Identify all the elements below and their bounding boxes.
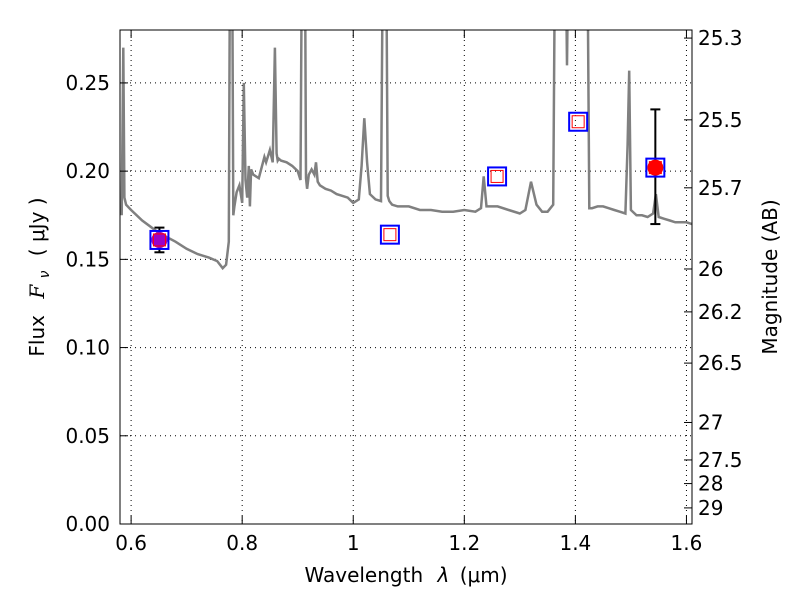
observed-point bbox=[647, 159, 664, 176]
x-axis-title-symbol: λ bbox=[437, 563, 450, 587]
model-point-inner bbox=[648, 161, 662, 175]
y-tick-label: 0.20 bbox=[65, 159, 110, 183]
x-tick-label: 1.2 bbox=[448, 531, 480, 555]
model-point-outer bbox=[487, 166, 508, 187]
mag-tick-label: 28 bbox=[698, 472, 723, 496]
mag-tick-label: 26.2 bbox=[698, 300, 743, 324]
x-tick-label: 1 bbox=[347, 531, 360, 555]
model-point-inner bbox=[571, 115, 585, 129]
model-point-outer bbox=[568, 111, 589, 132]
mag-tick-label: 26.5 bbox=[698, 351, 743, 375]
mag-tick-label: 27 bbox=[698, 410, 723, 434]
observed-point bbox=[151, 231, 168, 248]
mag-tick-label: 25.3 bbox=[698, 26, 743, 50]
y-axis-title-prefix: Flux bbox=[25, 315, 49, 357]
model-point-inner bbox=[152, 233, 166, 247]
marker-layer bbox=[149, 108, 666, 254]
x-tick-label: 1.6 bbox=[671, 531, 703, 555]
tick-layer: 0.6 0.8 1 1.2 1.4 1.6 0.00 0.05 0.10 0.15 0.20 0.25… bbox=[65, 26, 742, 555]
y-axis-title-units: ( μJy ) bbox=[25, 197, 49, 256]
y-tick-label: 0.05 bbox=[65, 424, 110, 448]
x-axis-title: Wavelength λ (μm) bbox=[304, 563, 507, 587]
x-tick-label: 0.8 bbox=[226, 531, 258, 555]
spectrum-line bbox=[120, 30, 692, 271]
y-axis-title-subscript: ν bbox=[37, 270, 53, 278]
x-tick-label: 0.6 bbox=[115, 531, 147, 555]
x-axis-title-units: (μm) bbox=[460, 563, 508, 587]
y-axis-title: Flux F ν ( μJy ) bbox=[25, 197, 54, 356]
model-point-outer bbox=[645, 157, 666, 178]
mag-tick-label: 25.5 bbox=[698, 108, 743, 132]
x-tick-label: 1.4 bbox=[559, 531, 591, 555]
mag-tick-label: 27.5 bbox=[698, 448, 743, 472]
y-tick-label: 0.25 bbox=[65, 71, 110, 95]
model-point-outer bbox=[149, 229, 170, 250]
y2-axis-title: Magnitude (AB) bbox=[758, 199, 782, 354]
y-tick-label: 0.15 bbox=[65, 247, 110, 271]
model-point-inner bbox=[490, 169, 504, 183]
model-point-inner bbox=[383, 228, 397, 242]
plot-frame bbox=[119, 29, 693, 525]
model-point-outer bbox=[379, 224, 400, 245]
grid-lines bbox=[120, 30, 692, 524]
mag-tick-label: 29 bbox=[698, 496, 723, 520]
mag-tick-label: 25.7 bbox=[698, 176, 743, 200]
y-axis-title-symbol: F bbox=[25, 284, 49, 300]
y-tick-label: 0.00 bbox=[65, 512, 110, 536]
y-tick-label: 0.10 bbox=[65, 336, 110, 360]
mag-tick-label: 26 bbox=[698, 257, 723, 281]
plot-area bbox=[120, 30, 692, 271]
x-axis-title-prefix: Wavelength bbox=[304, 563, 423, 587]
